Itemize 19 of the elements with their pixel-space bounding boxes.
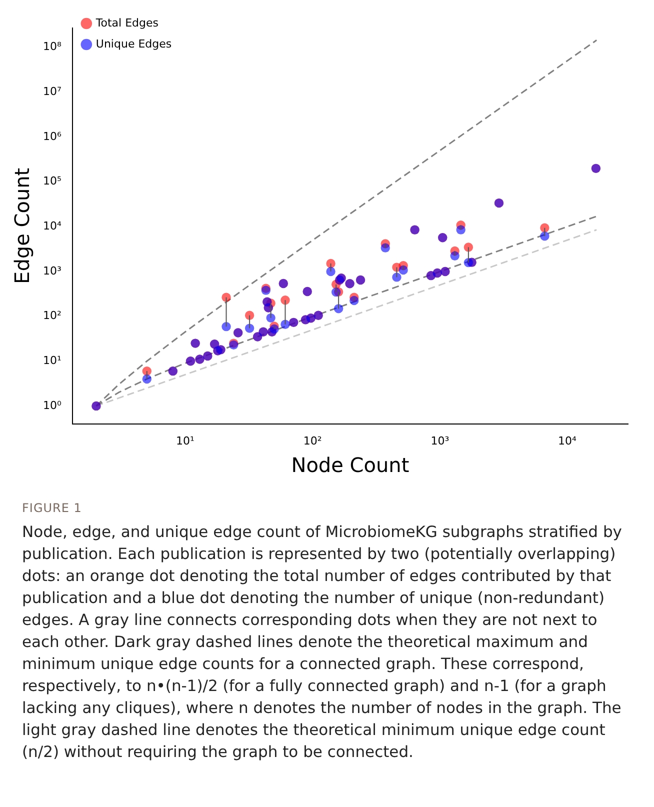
y-tick-label: 10⁰ [42,398,62,412]
y-axis-title: Edge Count [10,168,34,284]
x-tick-label: 10³ [430,434,450,448]
legend-label: Total Edges [94,16,159,30]
y-tick-label: 10⁸ [42,40,62,54]
x-axis-title: Node Count [291,453,410,478]
y-tick-label: 10⁵ [42,174,62,188]
y-tick-label: 10³ [42,264,62,278]
y-tick-label: 10⁴ [42,220,62,233]
legend-label: Unique Edges [96,37,172,50]
y-tick-label: 10⁶ [42,130,62,143]
y-tick-label: 10² [42,309,62,322]
text: Node, edge, and unique edge count of MicrobiomeKG subgraphs stratified by publication. Each publication is represented by two (potentially overlapping) dots: an orange dot denoting the total number of edges contributed by that publication and a blue dot denoting the number of unique (non-redundant) edges. A gray line connects corresponding dots when they are not next to each other. Dark gray dashed lines denote the theoretical maximum and minimum unique edge counts for a connected graph. These correspond, respectively, to n•(n-1)/2 (for a fully connected graph) and n-1 (for a graph lacking any cliques), where n denotes the number of nodes in the graph. The light gray dashed line denotes the theoretical minimum unique edge count (n/2) without requiring the graph to be connected. [22,523,622,761]
x-tick-label: 10² [303,434,322,448]
x-tick-label: 10⁴ [558,434,578,448]
x-tick-label: 10¹ [176,434,194,448]
y-tick-label: 10⁷ [42,85,62,98]
y-tick-label: 10¹ [42,354,62,367]
caption: FIGURE 1 [22,501,83,515]
